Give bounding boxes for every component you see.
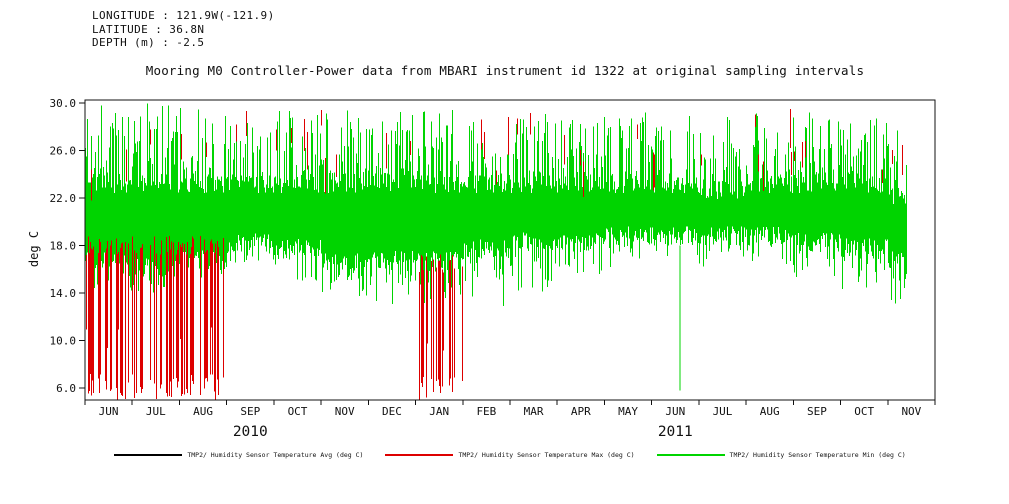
x-month-label: JAN [429,405,449,418]
legend-entry: TMP2/ Humidity Sensor Temperature Avg (d… [114,451,363,459]
y-tick-label: 10.0 [50,335,77,348]
x-month-label: MAR [524,405,544,418]
chart-title: Mooring M0 Controller-Power data from MB… [145,63,865,78]
legend-line-sample [385,454,454,456]
x-month-label: OCT [854,405,874,418]
year-label: 2010 [233,424,268,440]
x-month-label: JUN [665,405,685,418]
location-header: LONGITUDE : 121.9W(-121.9) LATITUDE : 36… [92,9,275,50]
x-month-label: SEP [240,405,260,418]
x-month-label: AUG [193,405,213,418]
x-month-label: JUL [146,405,166,418]
x-month-label: JUN [99,405,119,418]
y-tick-label: 30.0 [50,97,77,110]
x-month-label: MAY [618,405,638,418]
x-month-label: NOV [335,405,355,418]
latitude-label: LATITUDE : 36.8N [92,22,205,36]
y-tick-label: 18.0 [50,240,77,253]
y-tick-label: 6.0 [56,382,76,395]
legend-line-sample [114,454,183,456]
year-label: 2011 [658,424,693,440]
legend-label: TMP2/ Humidity Sensor Temperature Avg (d… [187,451,364,459]
depth-label: DEPTH (m) : -2.5 [92,36,205,49]
legend-label: TMP2/ Humidity Sensor Temperature Max (d… [458,451,635,459]
x-month-label: DEC [382,405,402,418]
legend-label: TMP2/ Humidity Sensor Temperature Min (d… [729,451,906,459]
y-tick-label: 14.0 [50,287,77,300]
legend-line-sample [656,454,725,456]
x-month-label: JUL [713,405,733,418]
x-month-label: APR [571,405,591,418]
x-month-label: AUG [760,405,780,418]
x-month-label: SEP [807,405,827,418]
legend: TMP2/ Humidity Sensor Temperature Avg (d… [85,451,935,459]
longitude-label: LONGITUDE : 121.9W(-121.9) [92,9,275,22]
legend-entry: TMP2/ Humidity Sensor Temperature Min (d… [656,451,906,459]
x-month-label: OCT [288,405,308,418]
y-tick-label: 26.0 [50,145,77,158]
legend-entry: TMP2/ Humidity Sensor Temperature Max (d… [385,451,635,459]
x-month-label: NOV [901,405,921,418]
y-tick-label: 22.0 [50,192,77,205]
x-month-label: FEB [476,405,496,418]
